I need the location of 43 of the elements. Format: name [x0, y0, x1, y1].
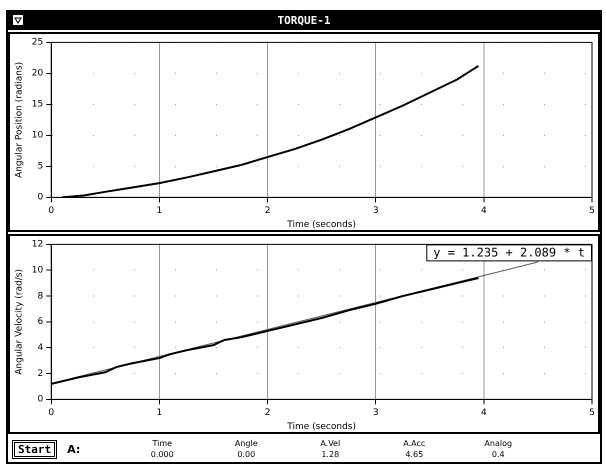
x-tick-label: 4: [480, 408, 487, 418]
x-axis-title: Time (seconds): [286, 422, 356, 432]
x-tick-label: 0: [48, 206, 54, 216]
text: A:: [67, 442, 80, 456]
x-tick-label: 5: [589, 206, 595, 216]
y-axis-title: Angular Position (radians): [14, 62, 25, 178]
y-tick-label: 4: [38, 343, 44, 354]
y-tick-label: 15: [32, 100, 44, 110]
x-tick-label: 0: [48, 408, 54, 418]
x-tick-label: 5: [589, 408, 595, 418]
y-tick-label: 2: [38, 368, 44, 379]
y-axis-title: Angular Velocity (rad/s): [14, 269, 25, 375]
y-tick-label: 20: [32, 68, 44, 79]
text: 0.000: [150, 449, 175, 460]
y-tick-label: 12: [32, 240, 44, 250]
annotation: y = 1.235 + 2.089 * t: [433, 246, 585, 260]
y-tick-label: 0: [38, 192, 44, 203]
y-tick-label: 0: [38, 394, 44, 405]
y-tick-label: 10: [32, 130, 44, 141]
text: 4.65: [404, 449, 424, 460]
y-tick-label: 25: [32, 38, 44, 48]
y-tick-label: 5: [38, 162, 44, 172]
text: 0.00: [236, 449, 256, 460]
chart-title: TORQUE-1: [278, 14, 330, 27]
text: Analog: [483, 438, 514, 449]
x-axis-title: Time (seconds): [286, 220, 356, 230]
x-tick-label: 4: [480, 206, 487, 216]
text: A.Acc: [402, 438, 426, 449]
text: A.Vel: [319, 438, 342, 449]
text: 0.4: [490, 449, 506, 460]
y-tick-label: 8: [38, 291, 44, 302]
x-tick-label: 1: [156, 206, 162, 216]
y-tick-label: 6: [38, 317, 44, 328]
x-tick-label: 3: [372, 206, 379, 216]
text: Angle: [234, 438, 259, 449]
text: Time: [151, 438, 174, 449]
x-tick-label: 1: [156, 408, 162, 418]
x-tick-label: 2: [264, 408, 270, 418]
text: Start: [12, 440, 58, 458]
x-tick-label: 3: [372, 408, 379, 418]
x-tick-label: 2: [264, 206, 270, 216]
text: 1.28: [320, 449, 340, 460]
y-tick-label: 10: [32, 266, 44, 276]
